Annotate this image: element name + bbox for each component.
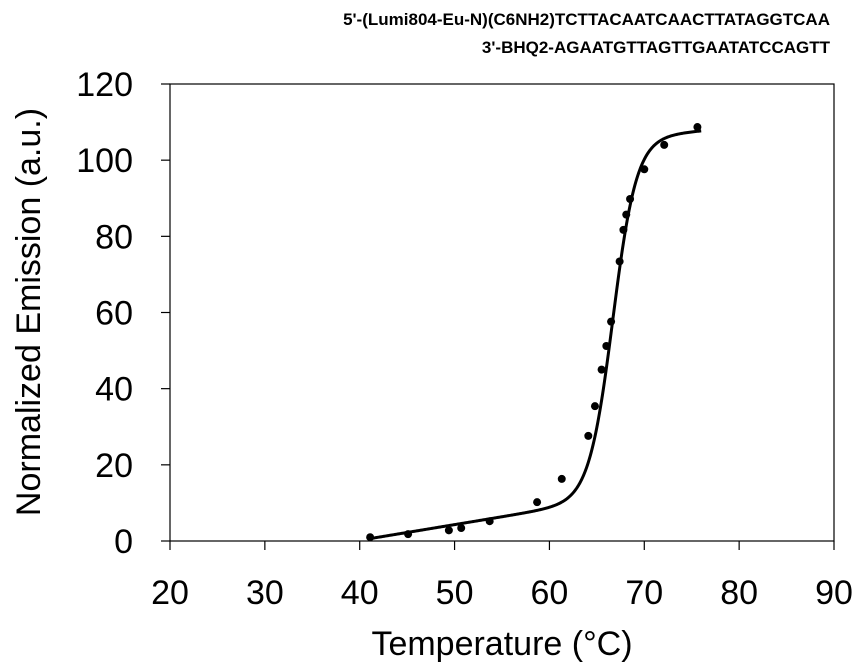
x-tick-label: 50 xyxy=(436,574,474,612)
top-strand-sequence: 5'-(Lumi804-Eu-N)(C6NH2)TCTTACAATCAACTTA… xyxy=(343,10,830,29)
data-point xyxy=(444,526,453,535)
y-tick-label: 20 xyxy=(95,447,133,485)
data-point xyxy=(590,402,599,411)
x-axis-title: Temperature (°C) xyxy=(371,625,632,663)
data-point xyxy=(557,474,566,483)
y-tick-label: 60 xyxy=(95,295,133,333)
x-axis-ticks: 20 30 40 50 60 70 80 90 xyxy=(151,541,853,612)
fit-curve xyxy=(368,129,702,541)
x-tick-label: 20 xyxy=(151,574,189,612)
x-tick-label: 90 xyxy=(815,574,853,612)
y-tick-label: 0 xyxy=(114,523,133,561)
data-point xyxy=(404,530,413,539)
data-points xyxy=(366,123,702,542)
y-tick-label: 40 xyxy=(95,371,133,409)
data-point xyxy=(533,498,542,507)
y-axis-ticks: 0 20 40 60 80 100 120 xyxy=(76,66,170,561)
data-point xyxy=(607,317,616,326)
x-tick-label: 80 xyxy=(720,574,758,612)
data-point xyxy=(457,524,466,533)
data-point xyxy=(640,165,649,174)
x-tick-label: 60 xyxy=(531,574,569,612)
data-point xyxy=(693,123,702,132)
data-point xyxy=(622,210,631,219)
data-point xyxy=(619,225,628,234)
data-point xyxy=(485,517,494,526)
x-tick-label: 40 xyxy=(341,574,379,612)
data-point xyxy=(615,257,624,266)
data-point xyxy=(584,431,593,440)
data-point xyxy=(366,533,375,542)
y-tick-label: 120 xyxy=(76,66,133,104)
data-point xyxy=(597,365,606,374)
bottom-strand-sequence: 3'-BHQ2-AGAATGTTAGTTGAATATCCAGTT xyxy=(481,38,830,57)
x-tick-label: 70 xyxy=(625,574,663,612)
x-tick-label: 30 xyxy=(246,574,284,612)
plot-frame xyxy=(169,83,835,542)
y-tick-label: 80 xyxy=(95,218,133,256)
data-point xyxy=(626,195,635,204)
y-tick-label: 100 xyxy=(76,142,133,180)
data-point xyxy=(602,342,611,351)
y-axis-title: Normalized Emission (a.u.) xyxy=(10,108,48,516)
data-point xyxy=(660,140,669,149)
